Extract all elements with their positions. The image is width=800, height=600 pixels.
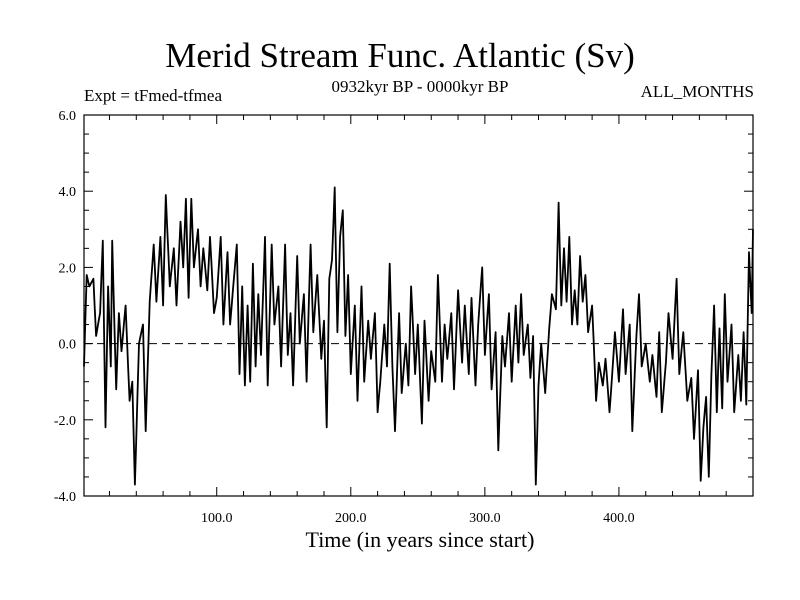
x-tick-label: 300.0 [469, 511, 501, 526]
experiment-label: Expt = tFmed-tfmea [84, 86, 223, 105]
y-tick-label: -2.0 [54, 414, 76, 429]
x-tick-label: 200.0 [335, 511, 367, 526]
y-tick-label: 2.0 [59, 261, 77, 276]
y-tick-label: 0.0 [59, 338, 77, 353]
months-label: ALL_MONTHS [640, 82, 754, 101]
chart-title: Merid Stream Func. Atlantic (Sv) [165, 36, 635, 75]
y-tick-label: -4.0 [54, 490, 76, 505]
chart-subtitle: 0932kyr BP - 0000kyr BP [331, 77, 509, 96]
x-tick-label: 100.0 [201, 511, 233, 526]
y-tick-label: 4.0 [59, 185, 77, 200]
plot-frame [83, 114, 754, 497]
x-tick-label: 400.0 [603, 511, 635, 526]
series-line-msf-atlantic [83, 186, 754, 486]
axis-ticks [84, 114, 753, 497]
y-tick-label: 6.0 [59, 109, 77, 124]
x-axis-label: Time (in years since start) [305, 527, 535, 552]
tick-labels: 100.0 200.0 300.0 400.0 -4.0 -2.0 0.0 2.0 4.0 6.0 [54, 109, 635, 526]
